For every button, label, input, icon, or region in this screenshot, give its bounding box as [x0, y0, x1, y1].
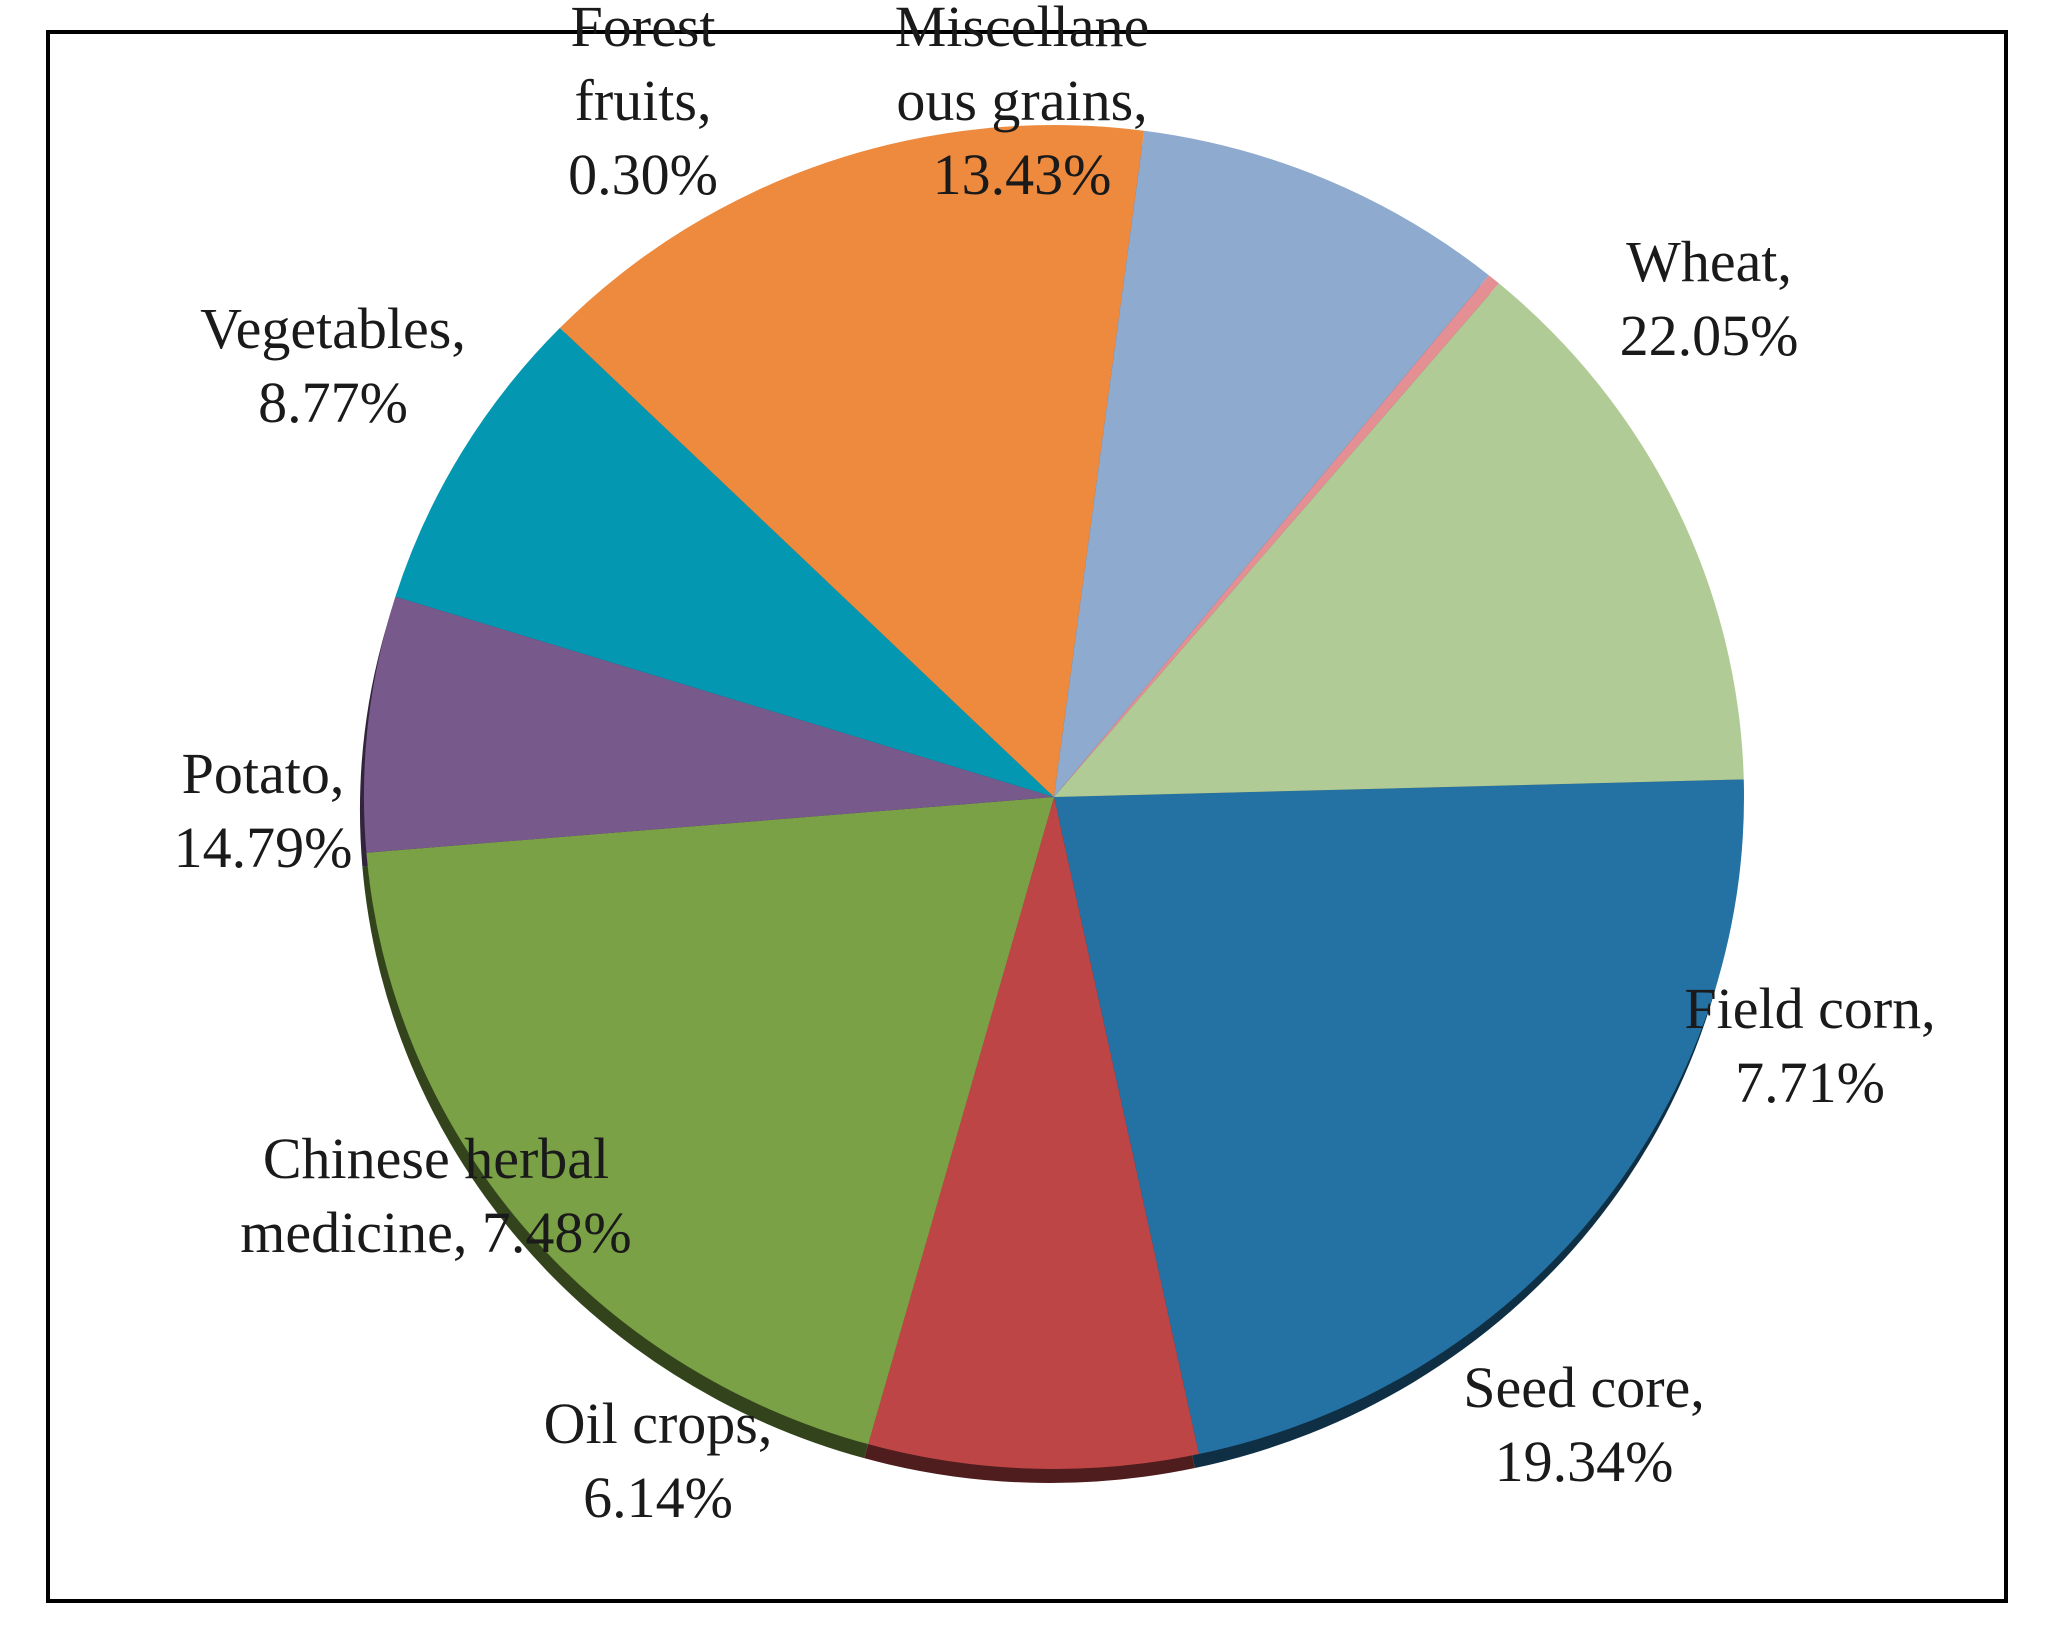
slice-label-oil-crops: Oil crops, 6.14%: [544, 1391, 773, 1530]
slice-label-line: medicine, 7.48%: [240, 1200, 631, 1265]
slice-label-line: ous grains,: [896, 68, 1147, 133]
slice-label-line: 13.43%: [933, 142, 1112, 207]
slice-label-line: 6.14%: [583, 1465, 733, 1530]
slice-label-line: Oil crops,: [544, 1391, 773, 1456]
slice-label-line: 22.05%: [1620, 303, 1799, 368]
slice-label-line: 0.30%: [568, 142, 718, 207]
slice-label-forest-fruits: Forest fruits, 0.30%: [568, 0, 718, 207]
slice-label-potato: Potato, 14.79%: [174, 741, 353, 880]
slice-label-line: Field corn,: [1684, 976, 1935, 1041]
slice-label-line: Miscellane: [895, 0, 1149, 59]
pie-slice-oil-crops: [363, 596, 1054, 853]
pie-slice-wheat: [1054, 779, 1744, 1455]
slice-label-chinese-herbal-medicine: Chinese herbal medicine, 7.48%: [240, 1126, 631, 1265]
slice-label-line: Seed core,: [1463, 1355, 1705, 1420]
slice-label-line: 8.77%: [258, 370, 408, 435]
pie-slice-potato: [559, 124, 1145, 797]
pie-slice-vegetables: [1054, 130, 1489, 797]
slice-label-line: Wheat,: [1626, 229, 1792, 294]
slice-label-seed-core: Seed core, 19.34%: [1463, 1355, 1705, 1494]
pie-slice-forest-fruits: [1054, 275, 1499, 797]
slice-label-line: Chinese herbal: [263, 1126, 609, 1191]
pie-slice-chinese-herbal-medicine: [395, 327, 1054, 797]
pie-slices: [363, 124, 1744, 1470]
slice-label-field-corn: Field corn, 7.71%: [1684, 976, 1935, 1115]
slice-label-line: 19.34%: [1495, 1429, 1674, 1494]
slice-label-line: fruits,: [575, 68, 712, 133]
slice-label-line: 14.79%: [174, 815, 353, 880]
slice-label-wheat: Wheat, 22.05%: [1620, 229, 1799, 368]
slice-label-line: Vegetables,: [200, 296, 466, 361]
slice-label-vegetables: Vegetables, 8.77%: [200, 296, 466, 435]
slice-label-miscellaneous-grains: Miscellane ous grains, 13.43%: [895, 0, 1149, 207]
pie-slice-field-corn: [868, 797, 1199, 1470]
slice-label-line: 7.71%: [1735, 1050, 1885, 1115]
slice-label-line: Potato,: [182, 741, 345, 806]
pie-labels: Wheat, 22.05% Field corn, 7.71% Seed core, 19…: [174, 0, 1936, 1530]
pie-slice-miscellaneous-grains: [1054, 283, 1744, 797]
slice-label-line: Forest: [571, 0, 716, 59]
pie-slice-seed-core: [366, 797, 1055, 1445]
